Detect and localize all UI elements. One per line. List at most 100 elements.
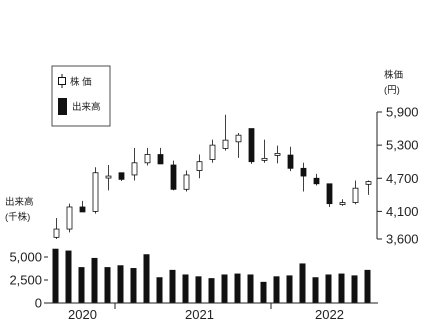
- legend-frame: [51, 65, 111, 127]
- volume-bar: [247, 274, 254, 303]
- price-tick-label: 4,700: [386, 171, 419, 186]
- legend-volume-icon: [58, 98, 67, 115]
- year-label: 2020: [68, 307, 97, 322]
- candle: [53, 218, 60, 239]
- price-axis-unit: (円): [384, 85, 400, 96]
- candle-body-up: [365, 181, 372, 185]
- volume-bar: [273, 276, 280, 303]
- candle-body-down: [248, 128, 255, 163]
- candle-body-up: [339, 202, 346, 205]
- candle: [144, 147, 151, 166]
- candle-body-up: [222, 139, 229, 149]
- candle-body-up: [274, 153, 281, 156]
- candle: [326, 183, 333, 207]
- volume-bar: [65, 250, 72, 303]
- candle-body-up: [196, 161, 203, 171]
- price-axis-title: 株価: [384, 69, 404, 81]
- candle-body-up: [261, 157, 268, 161]
- volume-axis-unit: (千株): [5, 211, 30, 223]
- candle-body-up: [92, 172, 99, 212]
- candle-body-up: [66, 206, 73, 230]
- volume-axis-ticks: 5,000 2,500 0: [9, 250, 48, 311]
- candle-body-up: [131, 162, 138, 176]
- volume-tick-label: 5,000: [9, 250, 42, 265]
- candlestick-series: [53, 114, 372, 239]
- legend: 株 価 出来高: [51, 65, 111, 127]
- volume-bar: [325, 274, 332, 303]
- candle: [131, 147, 138, 181]
- candle-body-down: [313, 177, 320, 185]
- volume-bar: [364, 269, 371, 303]
- volume-bar: [117, 265, 124, 303]
- candle-body-up: [144, 154, 151, 164]
- candle: [274, 145, 281, 164]
- volume-bar: [52, 248, 59, 303]
- candle: [287, 146, 294, 172]
- volume-bar: [169, 269, 176, 303]
- volume-bar: [234, 273, 241, 303]
- candle: [92, 167, 99, 214]
- candle-body-down: [300, 167, 307, 177]
- volume-bar: [286, 275, 293, 303]
- candle: [196, 154, 203, 179]
- volume-bar: [130, 268, 137, 303]
- candle: [105, 165, 112, 191]
- legend-candle-label: 株 価: [70, 76, 92, 88]
- candle-body-down: [326, 183, 333, 205]
- price-tick-label: 5,900: [386, 105, 419, 120]
- legend-volume-label: 出来高: [72, 101, 101, 113]
- candle: [66, 203, 73, 233]
- volume-bar: [195, 276, 202, 303]
- volume-bar: [78, 267, 85, 303]
- candle: [313, 173, 320, 186]
- candle-body-up: [53, 228, 60, 238]
- volume-bar: [299, 263, 306, 303]
- volume-tick-label: 2,500: [9, 273, 42, 288]
- candle: [261, 139, 268, 163]
- candle-body-down: [157, 154, 164, 165]
- candle: [365, 180, 372, 195]
- candle-body-up: [235, 134, 242, 143]
- volume-bar: [143, 254, 150, 303]
- price-tick-label: 4,100: [386, 204, 419, 219]
- candle: [352, 180, 359, 205]
- price-axis-ticks: 5,900 5,300 4,700 4,100 3,600: [377, 105, 419, 247]
- candle-body-down: [170, 164, 177, 190]
- candle: [235, 132, 242, 158]
- candle: [300, 162, 307, 192]
- volume-bar: [91, 257, 98, 303]
- volume-bar: [208, 278, 215, 303]
- candle: [170, 160, 177, 191]
- candle: [157, 147, 164, 165]
- price-tick-label: 3,600: [386, 232, 419, 247]
- candle: [222, 114, 229, 151]
- candle-body-up: [352, 187, 359, 203]
- volume-bar: [338, 273, 345, 303]
- volume-bar: [104, 267, 111, 303]
- candle-body-up: [105, 175, 112, 179]
- volume-bar: [260, 281, 267, 303]
- candle-body-down: [118, 172, 125, 180]
- candle: [339, 199, 346, 206]
- candle: [183, 170, 190, 192]
- volume-bar: [351, 275, 358, 303]
- volume-tick-label: 0: [35, 296, 42, 311]
- volume-axis-title: 出来高: [5, 196, 34, 208]
- candle-body-down: [79, 206, 86, 213]
- candle-body-up: [209, 144, 216, 160]
- year-label: 2022: [315, 307, 344, 322]
- candle: [79, 200, 86, 213]
- price-tick-label: 5,300: [386, 138, 419, 153]
- volume-bar: [312, 277, 319, 303]
- year-axis: 2020 2021 2022: [68, 303, 344, 322]
- volume-bar: [156, 277, 163, 303]
- year-label: 2021: [185, 307, 214, 322]
- candle: [209, 139, 216, 163]
- candle: [118, 172, 125, 182]
- legend-candle-icon: [58, 74, 66, 88]
- candle: [248, 128, 255, 164]
- volume-bar: [221, 274, 228, 303]
- volume-series: [52, 248, 371, 303]
- candle-body-down: [287, 154, 294, 169]
